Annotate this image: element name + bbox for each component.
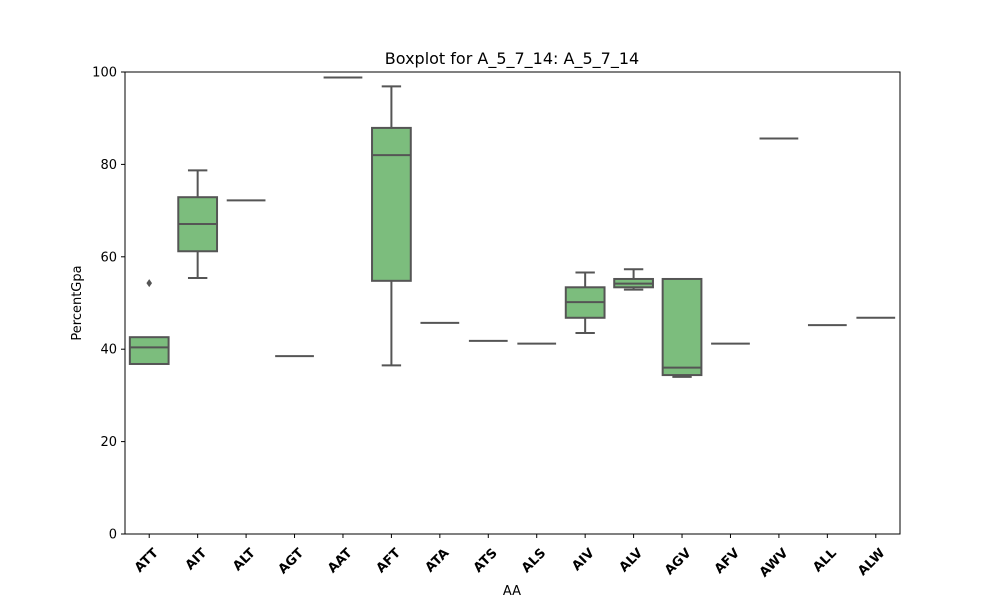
plot-frame [124,71,901,535]
y-tick-label: 20 [100,435,117,450]
boxes-layer [128,76,896,378]
chart-title: Boxplot for A_5_7_14: A_5_7_14 [385,49,639,69]
y-tick-label: 60 [100,250,117,265]
box-aiv [564,271,606,335]
box-agv [661,277,703,378]
y-tick-label: 40 [100,343,117,358]
box-ait [177,169,219,280]
box-body [661,277,703,377]
box-att [128,279,170,365]
box-aft [371,85,412,367]
box-alv [613,268,654,291]
y-axis-label: PercentGpa [70,265,85,340]
x-axis-label: AA [503,584,521,599]
y-tick-label: 0 [109,528,117,543]
box-body [371,126,412,282]
y-tick-label: 100 [92,66,117,81]
outlier-point [146,279,153,288]
y-tick-label: 80 [100,158,117,173]
box-body [128,336,170,365]
y-axis-ticks: 0 20 40 60 80 100 [92,66,125,543]
